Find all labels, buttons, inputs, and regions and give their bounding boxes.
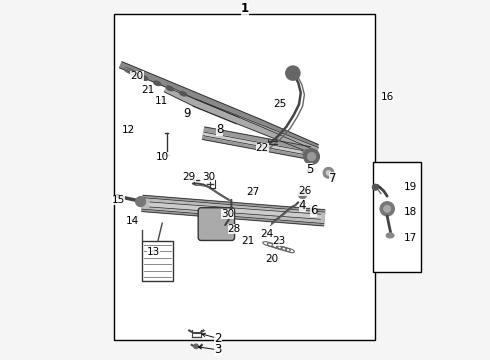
- Text: 26: 26: [298, 186, 311, 196]
- FancyBboxPatch shape: [198, 208, 235, 240]
- Text: 1: 1: [241, 3, 249, 15]
- Ellipse shape: [167, 86, 174, 91]
- Text: 3: 3: [214, 343, 221, 356]
- Circle shape: [194, 344, 198, 348]
- Text: 17: 17: [404, 233, 417, 243]
- Text: 30: 30: [221, 209, 234, 219]
- Text: 20: 20: [266, 254, 278, 264]
- Polygon shape: [149, 202, 321, 219]
- Bar: [114, 14, 374, 340]
- Text: 10: 10: [156, 152, 169, 162]
- Circle shape: [136, 197, 146, 207]
- Text: 4: 4: [299, 199, 306, 212]
- Text: 19: 19: [404, 182, 417, 192]
- Circle shape: [298, 190, 307, 199]
- Polygon shape: [142, 198, 325, 224]
- Circle shape: [304, 149, 319, 165]
- Polygon shape: [120, 62, 261, 125]
- Ellipse shape: [153, 81, 161, 86]
- Text: 20: 20: [130, 71, 144, 81]
- Polygon shape: [203, 132, 310, 156]
- Ellipse shape: [141, 76, 148, 81]
- Circle shape: [384, 205, 391, 212]
- Polygon shape: [142, 195, 325, 226]
- Text: 30: 30: [202, 172, 215, 182]
- Polygon shape: [202, 127, 311, 159]
- Text: 27: 27: [246, 186, 260, 197]
- Text: 24: 24: [260, 229, 273, 239]
- Text: 14: 14: [126, 216, 139, 226]
- Polygon shape: [193, 99, 318, 155]
- Circle shape: [300, 202, 305, 208]
- Circle shape: [380, 202, 394, 216]
- Text: 13: 13: [147, 247, 160, 257]
- Text: 9: 9: [184, 107, 191, 120]
- Text: 6: 6: [310, 204, 317, 217]
- Bar: [143, 241, 173, 281]
- Circle shape: [286, 66, 300, 80]
- Text: 11: 11: [155, 96, 168, 106]
- Circle shape: [307, 152, 316, 161]
- Text: 22: 22: [256, 143, 269, 153]
- Ellipse shape: [179, 91, 187, 96]
- Ellipse shape: [303, 149, 317, 157]
- Text: 29: 29: [183, 172, 196, 182]
- Polygon shape: [193, 99, 239, 124]
- Circle shape: [326, 170, 331, 175]
- Text: 28: 28: [227, 224, 241, 234]
- Text: 21: 21: [241, 236, 254, 246]
- Text: 25: 25: [273, 99, 287, 109]
- Circle shape: [323, 167, 334, 178]
- Circle shape: [372, 184, 378, 190]
- Ellipse shape: [386, 233, 394, 238]
- Text: 18: 18: [404, 207, 417, 217]
- Bar: [373, 162, 421, 272]
- Text: 8: 8: [216, 123, 223, 136]
- Text: 5: 5: [306, 163, 314, 176]
- Polygon shape: [164, 85, 196, 106]
- Text: 21: 21: [141, 85, 154, 95]
- Text: 2: 2: [214, 332, 222, 345]
- Text: 15: 15: [112, 195, 125, 205]
- Polygon shape: [258, 120, 318, 150]
- Text: 12: 12: [122, 125, 135, 135]
- Text: 7: 7: [329, 172, 337, 185]
- Text: 16: 16: [381, 92, 394, 102]
- Text: 23: 23: [272, 236, 286, 246]
